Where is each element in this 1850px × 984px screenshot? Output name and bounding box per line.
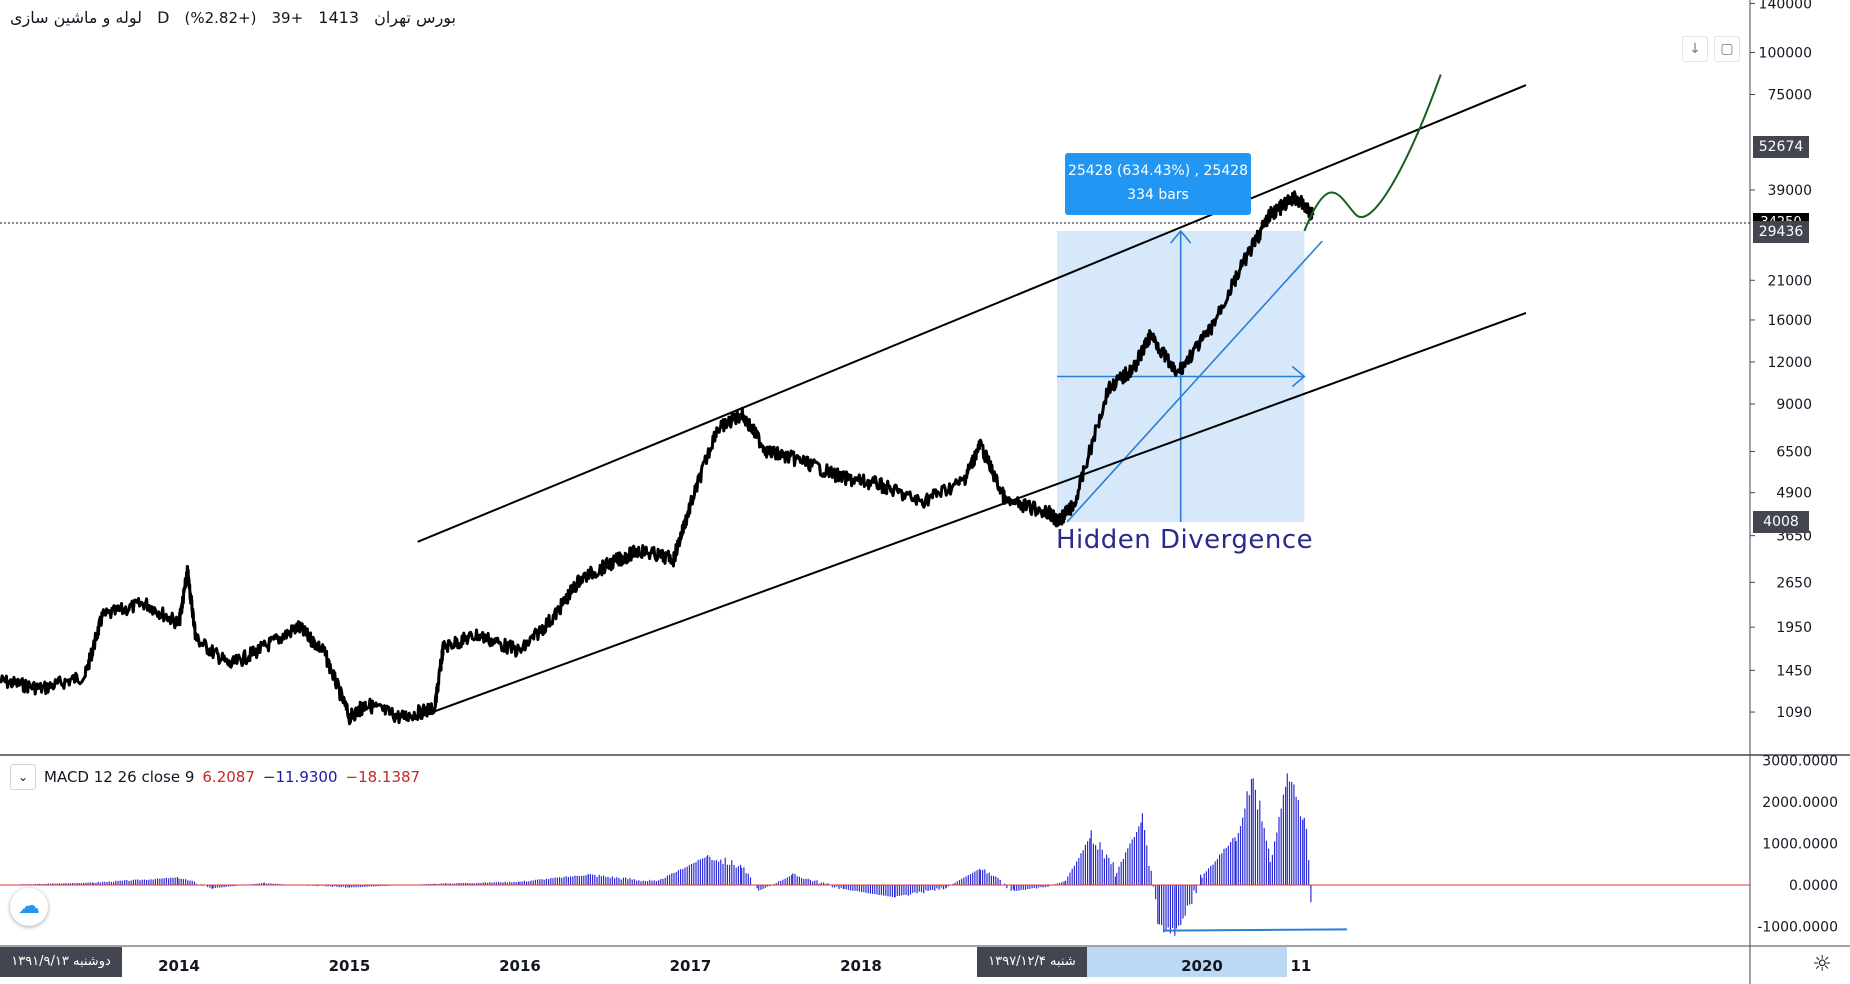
price-tick-label: 1950 xyxy=(1776,620,1812,636)
hidden-divergence-label: Hidden Divergence xyxy=(1056,525,1314,555)
price-tick-label: 12000 xyxy=(1767,355,1812,371)
price-tick-label: 4900 xyxy=(1776,486,1812,502)
time-badge-highlight: شنبه ۱۳۹۷/۱۲/۴ xyxy=(977,947,1087,977)
price-tick-label: 39000 xyxy=(1767,183,1812,199)
interval-label[interactable]: D xyxy=(157,8,170,27)
time-axis-label: 2017 xyxy=(670,957,712,975)
exchange-label: بورس تهران xyxy=(374,8,457,27)
tradingview-logo-icon[interactable]: ☁ xyxy=(10,888,48,926)
time-axis-label: 11 xyxy=(1290,957,1311,975)
time-badge-left: دوشنبه ۱۳۹۱/۹/۱۳ xyxy=(0,947,122,977)
badge-29436: 29436 xyxy=(1753,221,1809,243)
time-axis-label: 2018 xyxy=(840,957,882,975)
macd-tick-label: -1000.0000 xyxy=(1757,920,1838,936)
price-change-pct: (+2.82%) xyxy=(184,9,257,27)
price-tick-label: 140000 xyxy=(1759,0,1812,12)
price-tick-label: 100000 xyxy=(1759,46,1812,62)
macd-tick-label: 0.0000 xyxy=(1789,878,1838,894)
badge-4008: 4008 xyxy=(1753,511,1809,533)
download-arrow-icon[interactable]: ↓ xyxy=(1682,36,1708,62)
price-tick-label: 1090 xyxy=(1776,705,1812,721)
macd-value-1: 6.2087 xyxy=(202,768,255,786)
price-tick-label: 6500 xyxy=(1776,444,1812,460)
divergence-line xyxy=(1164,928,1347,932)
macd-value-3: −18.1387 xyxy=(345,768,421,786)
macd-legend: ⌄ MACD 12 26 close 9 6.2087 −11.9300 −18… xyxy=(10,764,420,790)
projection-curve xyxy=(1303,74,1442,232)
price-series-line xyxy=(0,190,1315,726)
measure-tooltip-line2: 334 bars xyxy=(1127,187,1189,203)
macd-tick-label: 1000.0000 xyxy=(1762,837,1838,853)
channel-upper-line xyxy=(417,84,1527,543)
top-right-toolbar: ↓ ▢ xyxy=(1682,36,1740,62)
macd-name[interactable]: MACD 12 26 close 9 xyxy=(44,768,195,786)
time-axis-label: 2016 xyxy=(499,957,541,975)
price-tick-label: 16000 xyxy=(1767,313,1812,329)
measure-horizontal-arrowhead xyxy=(1291,365,1306,388)
time-axis-label: 2015 xyxy=(329,957,371,975)
price-tick-label: 1450 xyxy=(1776,663,1812,679)
symbol-header: لوله و ماشین سازی D بورس تهران 1413 +39 … xyxy=(10,8,466,27)
fullscreen-icon[interactable]: ▢ xyxy=(1714,36,1740,62)
price-tick-label: 2650 xyxy=(1776,575,1812,591)
gear-icon[interactable]: ☼ xyxy=(1812,952,1832,977)
macd-histogram xyxy=(0,773,1312,936)
price-tick-label: 75000 xyxy=(1767,88,1812,104)
channel-lower-line xyxy=(417,311,1527,719)
time-axis-label: 2020 xyxy=(1181,957,1223,975)
measure-tooltip: 25428 (634.43%) , 25428 334 bars xyxy=(1065,153,1251,215)
badge-52674: 52674 xyxy=(1753,136,1809,158)
chevron-down-icon[interactable]: ⌄ xyxy=(10,764,36,790)
price-change: +39 xyxy=(271,9,304,27)
price-tick-label: 21000 xyxy=(1767,273,1812,289)
symbol-name[interactable]: لوله و ماشین سازی xyxy=(10,8,142,27)
measure-tooltip-line1: 25428 (634.43%) , 25428 xyxy=(1067,163,1249,179)
macd-tick-label: 3000.0000 xyxy=(1762,754,1838,770)
last-price: 1413 xyxy=(318,8,359,27)
measure-vertical-arrowhead xyxy=(1170,229,1192,244)
time-axis-label: 2014 xyxy=(158,957,200,975)
macd-axis-ticks: 3000.0000 2000.0000 1000.0000 0.0000 -1000.0… xyxy=(1757,754,1838,936)
macd-value-2: −11.9300 xyxy=(262,768,338,786)
time-axis-labels: 2014 2015 2016 2017 2018 2020 11 xyxy=(158,957,1311,975)
price-axis-ticks: 140000 100000 75000 39000 21000 16000 12000 900… xyxy=(1750,0,1812,721)
price-tick-label: 9000 xyxy=(1776,397,1812,413)
macd-tick-label: 2000.0000 xyxy=(1762,795,1838,811)
measure-diagonal-line xyxy=(1066,240,1323,523)
